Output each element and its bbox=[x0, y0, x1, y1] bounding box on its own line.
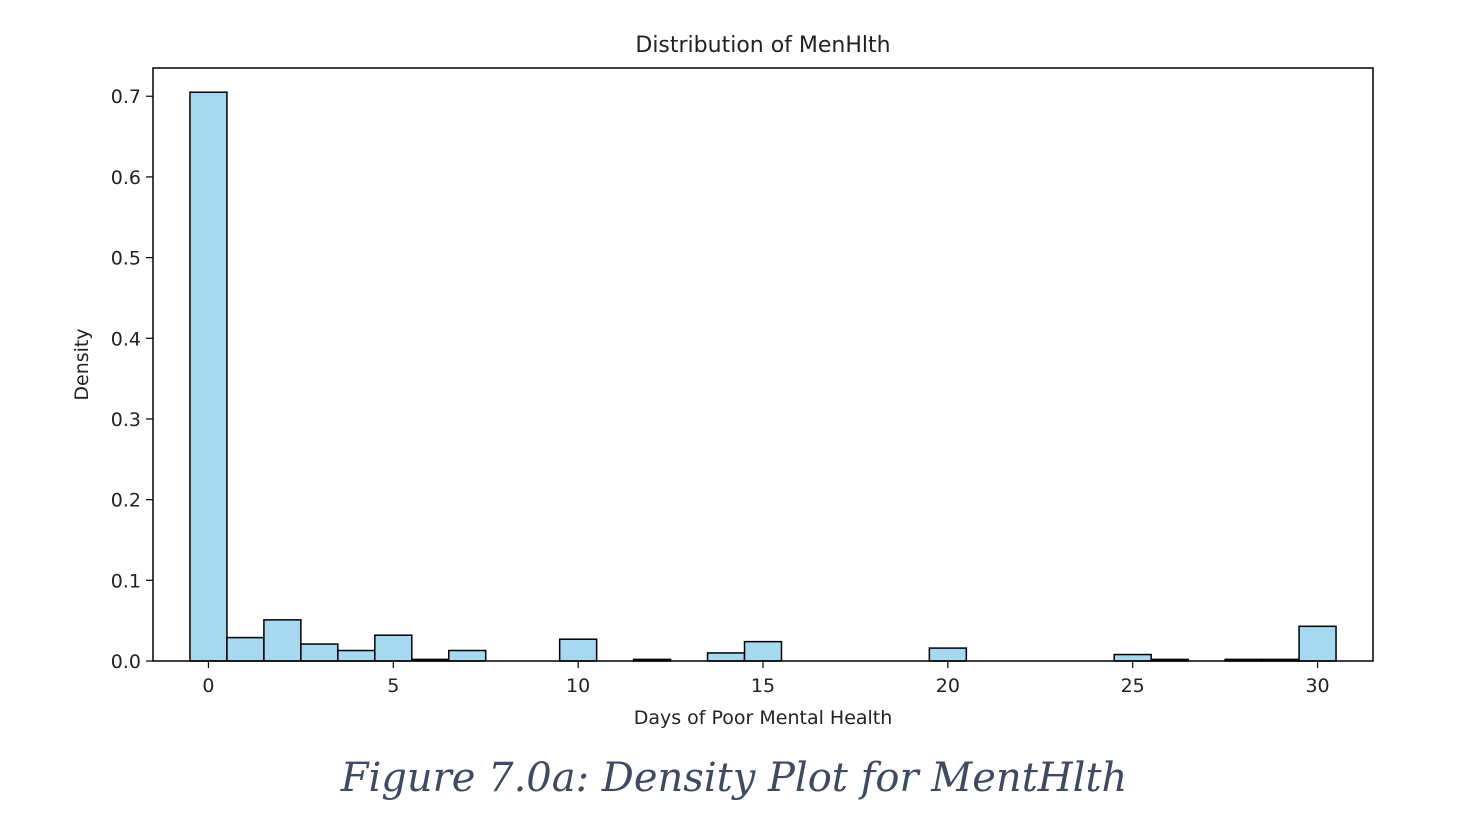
histogram-bar bbox=[263, 619, 302, 662]
histogram-bar bbox=[706, 652, 746, 662]
y-tick-label: 0.5 bbox=[111, 248, 141, 270]
histogram-bar bbox=[1298, 625, 1337, 662]
chart-title: Distribution of MenHlth bbox=[635, 33, 890, 58]
histogram-bars bbox=[189, 91, 1337, 662]
histogram-bar bbox=[448, 649, 487, 662]
histogram-bar bbox=[374, 634, 413, 662]
y-axis-label: Density bbox=[71, 328, 93, 400]
x-tick-label: 0 bbox=[202, 675, 214, 697]
figure-caption: Figure 7.0a: Density Plot for MentHlth bbox=[340, 755, 1128, 801]
y-tick-label: 0.2 bbox=[111, 490, 141, 512]
y-tick-label: 0.3 bbox=[111, 409, 141, 431]
y-tick-label: 0.7 bbox=[111, 86, 141, 108]
histogram-bar bbox=[337, 649, 376, 662]
x-tick-label: 30 bbox=[1305, 675, 1329, 697]
x-axis-label: Days of Poor Mental Health bbox=[634, 707, 893, 729]
y-axis-ticks: 0.0 0.1 0.2 0.3 0.4 0.5 0.6 0.7 bbox=[111, 86, 153, 673]
histogram-bar bbox=[743, 640, 783, 662]
plot-frame bbox=[152, 67, 1374, 662]
x-tick-label: 25 bbox=[1121, 675, 1145, 697]
histogram-bar bbox=[928, 647, 968, 662]
histogram-bar bbox=[189, 91, 228, 662]
x-tick-label: 20 bbox=[936, 675, 960, 697]
x-axis-ticks: 0 5 10 15 20 25 30 bbox=[202, 661, 1330, 697]
y-tick-label: 0.0 bbox=[111, 651, 141, 673]
x-tick-label: 10 bbox=[566, 675, 590, 697]
histogram-bar bbox=[1113, 653, 1152, 662]
histogram-bar bbox=[558, 638, 598, 662]
histogram-bar bbox=[300, 643, 339, 662]
y-tick-label: 0.6 bbox=[111, 167, 141, 189]
y-tick-label: 0.1 bbox=[111, 570, 141, 592]
x-tick-label: 15 bbox=[751, 675, 775, 697]
histogram-bar bbox=[226, 636, 265, 662]
y-tick-label: 0.4 bbox=[111, 328, 141, 350]
x-tick-label: 5 bbox=[387, 675, 399, 697]
